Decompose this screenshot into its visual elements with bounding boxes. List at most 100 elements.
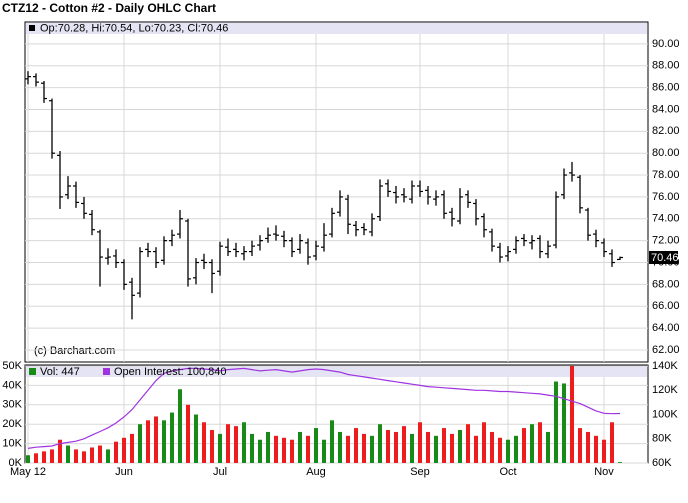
price-panel bbox=[24, 21, 649, 363]
volume-bar bbox=[202, 422, 206, 463]
volume-bar bbox=[474, 435, 478, 463]
y2-tick-label: 60K bbox=[652, 457, 672, 469]
volume-bar bbox=[194, 414, 198, 463]
volume-bar bbox=[370, 435, 374, 463]
open-interest-line bbox=[27, 367, 621, 449]
legend-label: Open Interest: 100,840 bbox=[114, 366, 227, 378]
y-tick-label: 30K bbox=[2, 399, 22, 411]
volume-bar bbox=[490, 431, 494, 463]
volume-bar bbox=[402, 426, 406, 463]
legend-swatch bbox=[103, 368, 110, 375]
volume-bar bbox=[138, 424, 142, 463]
volume-bar bbox=[186, 404, 190, 463]
volume-bar bbox=[506, 439, 510, 463]
volume-bar bbox=[250, 433, 254, 463]
volume-bar bbox=[538, 422, 542, 463]
volume-bar bbox=[522, 428, 526, 463]
volume-bar bbox=[426, 431, 430, 463]
volume-bar bbox=[90, 447, 94, 463]
volume-bar bbox=[66, 445, 70, 463]
y-tick-label: 90.00 bbox=[652, 38, 680, 50]
volume-bar bbox=[314, 428, 318, 463]
volume-bar bbox=[74, 449, 78, 463]
volume-bar bbox=[578, 428, 582, 463]
volume-bar bbox=[234, 426, 238, 463]
volume-bar bbox=[450, 433, 454, 463]
volume-bar bbox=[98, 445, 102, 463]
volume-bar bbox=[570, 366, 574, 463]
volume-bar bbox=[146, 420, 150, 463]
volume-bar bbox=[482, 422, 486, 463]
info-marker bbox=[29, 25, 35, 31]
y-tick-label: 80.00 bbox=[652, 147, 680, 159]
volume-bar bbox=[586, 431, 590, 463]
volume-bar bbox=[170, 412, 174, 463]
volume-bar bbox=[618, 462, 622, 463]
y-tick-label: 74.00 bbox=[652, 213, 680, 225]
volume-bar bbox=[242, 422, 246, 463]
y-tick-label: 10K bbox=[2, 438, 22, 450]
volume-bar bbox=[282, 437, 286, 463]
y2-tick-label: 80K bbox=[652, 433, 672, 445]
volume-bar bbox=[610, 422, 614, 463]
volume-bar bbox=[274, 435, 278, 463]
y2-tick-label: 140K bbox=[652, 360, 678, 372]
x-tick-label: Jul bbox=[213, 466, 227, 478]
volume-bar bbox=[562, 383, 566, 463]
chart-title: CTZ12 - Cotton #2 - Daily OHLC Chart bbox=[2, 1, 216, 15]
y2-tick-label: 100K bbox=[652, 408, 678, 420]
y-tick-label: 78.00 bbox=[652, 169, 680, 181]
volume-bar bbox=[34, 453, 38, 463]
volume-bar bbox=[338, 431, 342, 463]
volume-bar bbox=[82, 451, 86, 463]
volume-bar bbox=[466, 424, 470, 463]
last-price-label: 70.46 bbox=[651, 252, 679, 264]
volume-bar bbox=[306, 435, 310, 463]
volume-bar bbox=[218, 433, 222, 463]
volume-bar bbox=[394, 431, 398, 463]
volume-bar bbox=[410, 433, 414, 463]
volume-bar bbox=[362, 433, 366, 463]
volume-bar bbox=[330, 420, 334, 463]
y-tick-label: 84.00 bbox=[652, 103, 680, 115]
volume-bar bbox=[386, 430, 390, 463]
volume-bar bbox=[162, 420, 166, 463]
y-tick-label: 82.00 bbox=[652, 125, 680, 137]
volume-bar bbox=[458, 430, 462, 463]
volume-bar bbox=[58, 439, 62, 463]
y-tick-label: 76.00 bbox=[652, 191, 680, 203]
legend-swatch bbox=[29, 368, 36, 375]
volume-bar bbox=[298, 431, 302, 463]
volume-bar bbox=[514, 435, 518, 463]
volume-bar bbox=[290, 439, 294, 463]
volume-bar bbox=[26, 455, 30, 463]
y-tick-label: 72.00 bbox=[652, 235, 680, 247]
x-tick-label: Aug bbox=[306, 466, 326, 478]
volume-bar bbox=[346, 435, 350, 463]
y-tick-label: 86.00 bbox=[652, 82, 680, 94]
volume-panel bbox=[24, 364, 649, 464]
y-tick-label: 64.00 bbox=[652, 322, 680, 334]
x-tick-label: Oct bbox=[499, 466, 516, 478]
volume-bar bbox=[154, 416, 158, 463]
y-tick-label: 68.00 bbox=[652, 278, 680, 290]
volume-bar bbox=[130, 433, 134, 463]
volume-bar bbox=[554, 381, 558, 463]
volume-bar bbox=[434, 435, 438, 463]
volume-bar bbox=[442, 428, 446, 463]
ohlc-info: Op:70.28, Hi:70.54, Lo:70.23, Cl:70.46 bbox=[40, 22, 228, 34]
volume-bar bbox=[106, 449, 110, 463]
x-tick-label: May 12 bbox=[10, 466, 46, 478]
y-tick-label: 88.00 bbox=[652, 60, 680, 72]
volume-bar bbox=[122, 437, 126, 463]
volume-bar bbox=[266, 431, 270, 463]
volume-bar bbox=[114, 441, 118, 463]
volume-bar bbox=[530, 424, 534, 463]
y-tick-label: 50K bbox=[2, 360, 22, 372]
volume-bar bbox=[602, 439, 606, 463]
y-tick-label: 20K bbox=[2, 418, 22, 430]
y-tick-label: 0K bbox=[9, 457, 23, 469]
volume-bar bbox=[546, 431, 550, 463]
volume-bar bbox=[50, 449, 54, 463]
y2-tick-label: 120K bbox=[652, 384, 678, 396]
